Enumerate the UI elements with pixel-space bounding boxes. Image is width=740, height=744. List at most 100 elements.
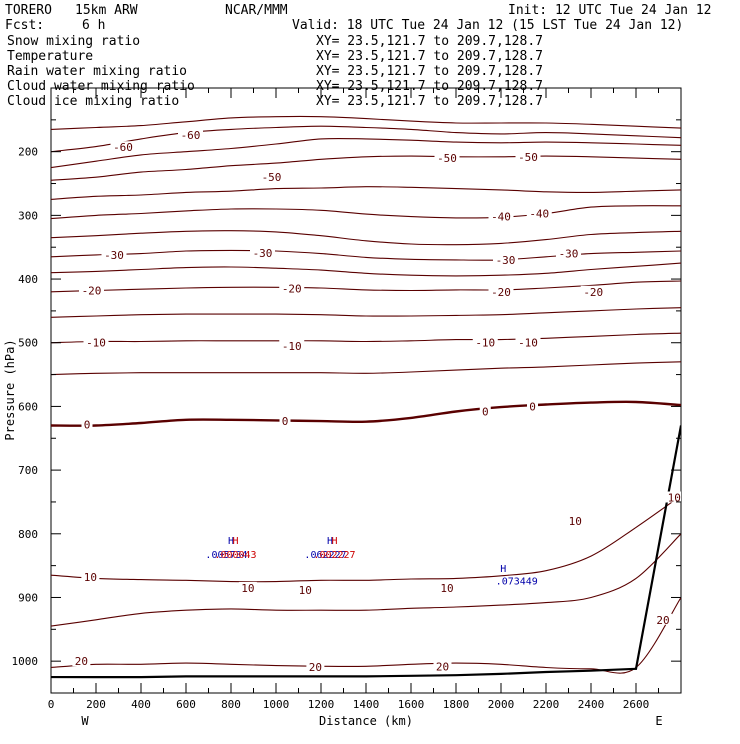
contour-label: -10 bbox=[518, 337, 538, 350]
contour-label: 10 bbox=[668, 491, 681, 504]
contour-label: 0 bbox=[84, 418, 91, 431]
max-value-label: H bbox=[331, 536, 337, 547]
model-resolution: 15km ARW bbox=[75, 3, 138, 18]
x-tick-label: 2600 bbox=[623, 698, 650, 711]
x-tick-label: 1200 bbox=[308, 698, 335, 711]
field-xy-temperature: XY= 23.5,121.7 to 209.7,128.7 bbox=[316, 49, 543, 64]
x-tick-label: 800 bbox=[221, 698, 241, 711]
contour-label-bg bbox=[515, 336, 541, 348]
contour-label: -20 bbox=[583, 286, 603, 299]
isotherm-minus30 bbox=[51, 249, 681, 261]
contour-label-bg bbox=[479, 405, 491, 417]
y-tick-label: 800 bbox=[18, 528, 38, 541]
contour-label: 10 bbox=[440, 582, 453, 595]
contour-label-bg bbox=[250, 246, 275, 258]
terrain-surface-line bbox=[51, 425, 681, 679]
contour-label-bg bbox=[178, 129, 203, 141]
isotherm-15 bbox=[51, 533, 681, 627]
contour-label: -50 bbox=[518, 151, 538, 164]
field-xy-cloud-ice: XY= 23.5,121.7 to 209.7,128.7 bbox=[316, 94, 543, 109]
max-value-label: H bbox=[228, 536, 234, 547]
y-tick-label: 500 bbox=[18, 337, 38, 350]
contour-label: -20 bbox=[82, 285, 102, 298]
contour-label: 20 bbox=[656, 614, 669, 627]
contour-label-bg bbox=[654, 613, 672, 625]
contour-label: 10 bbox=[241, 582, 254, 595]
field-name-rain: Rain water mixing ratio bbox=[7, 64, 187, 79]
contour-label-bg bbox=[665, 491, 681, 503]
isotherm-minus45 bbox=[51, 186, 681, 200]
east-end-label: E bbox=[655, 714, 662, 728]
contour-label-bg bbox=[83, 336, 109, 348]
max-value-label: .005734 bbox=[205, 550, 247, 561]
y-tick-label: 600 bbox=[18, 400, 38, 413]
contour-label: -10 bbox=[86, 337, 106, 350]
isotherm-minus5 bbox=[51, 361, 681, 376]
y-tick-label: 400 bbox=[18, 273, 38, 286]
contour-label: 20 bbox=[75, 655, 88, 668]
contour-label: 0 bbox=[282, 415, 289, 428]
contour-label-bg bbox=[81, 571, 100, 583]
contour-label: 10 bbox=[299, 584, 312, 597]
contour-label: 10 bbox=[569, 515, 582, 528]
y-tick-label: 900 bbox=[18, 591, 38, 604]
field-xy-cloud-water: XY= 23.5,121.7 to 209.7,128.7 bbox=[316, 79, 543, 94]
init-time: Init: 12 UTC Tue 24 Jan 12 bbox=[508, 3, 712, 18]
isotherm-minus60 bbox=[51, 125, 681, 153]
contour-label-bg bbox=[438, 581, 456, 593]
x-tick-label: 1600 bbox=[398, 698, 425, 711]
contour-label-bg bbox=[101, 248, 127, 260]
contour-label: 20 bbox=[309, 661, 322, 674]
contour-label-bg bbox=[238, 581, 257, 593]
west-end-label: W bbox=[81, 714, 89, 728]
contour-label: 20 bbox=[436, 660, 449, 673]
valid-time: Valid: 18 UTC Tue 24 Jan 12 (15 LST Tue … bbox=[292, 18, 683, 33]
x-axis-title: Distance (km) bbox=[319, 714, 413, 728]
max-value-label: .073449 bbox=[496, 577, 538, 588]
contour-label-bg bbox=[488, 285, 514, 297]
isotherm-minus25 bbox=[51, 262, 681, 277]
x-tick-label: 2000 bbox=[488, 698, 515, 711]
forecast-label: Fcst: bbox=[5, 18, 44, 33]
x-tick-label: 1800 bbox=[443, 698, 470, 711]
contour-label-bg bbox=[279, 415, 291, 427]
contour-label: 0 bbox=[482, 406, 489, 419]
y-tick-label: 200 bbox=[18, 146, 38, 159]
contour-label-bg bbox=[527, 400, 538, 412]
max-value-label: .062227 bbox=[304, 550, 346, 561]
field-xy-snow: XY= 23.5,121.7 to 209.7,128.7 bbox=[316, 34, 543, 49]
max-value-label: H bbox=[327, 536, 333, 547]
contour-label-bg bbox=[515, 150, 541, 162]
contour-layer: -60 -60 -50 -50 -50 -40 -40 -30 -30 -30 -30 -20 -20 -… bbox=[51, 115, 681, 679]
max-value-label: H bbox=[500, 564, 506, 575]
y-tick-label: 1000 bbox=[12, 655, 39, 668]
isotherm-0 bbox=[51, 400, 681, 427]
max-value-label: .002227 bbox=[313, 550, 355, 561]
contour-label-bg bbox=[433, 660, 452, 672]
forecast-hours: 6 h bbox=[82, 18, 105, 33]
plot-frame bbox=[50, 87, 682, 694]
contour-label-bg bbox=[493, 253, 518, 265]
contour-label: -30 bbox=[559, 248, 579, 261]
x-tick-label: 2400 bbox=[578, 698, 605, 711]
contour-label: -10 bbox=[282, 340, 302, 353]
contour-label: -40 bbox=[491, 211, 511, 224]
isotherm-minus20 bbox=[51, 280, 681, 293]
field-legend: Snow mixing ratio XY= 23.5,121.7 to 209.… bbox=[7, 34, 543, 109]
contour-label: 0 bbox=[529, 400, 536, 413]
contour-label-bg bbox=[556, 247, 581, 259]
x-tick-label: 600 bbox=[176, 698, 196, 711]
isotherm-minus50 bbox=[51, 155, 681, 181]
contour-label: -60 bbox=[181, 129, 201, 142]
y-tick-label: 700 bbox=[18, 464, 38, 477]
contour-label-bg bbox=[110, 141, 136, 153]
field-name-temperature: Temperature bbox=[7, 49, 93, 64]
contour-label: 10 bbox=[84, 571, 97, 584]
contour-label: -30 bbox=[496, 254, 516, 267]
contour-label-bg bbox=[72, 655, 91, 667]
x-tick-label: 400 bbox=[131, 698, 151, 711]
contour-label: -30 bbox=[104, 249, 124, 262]
